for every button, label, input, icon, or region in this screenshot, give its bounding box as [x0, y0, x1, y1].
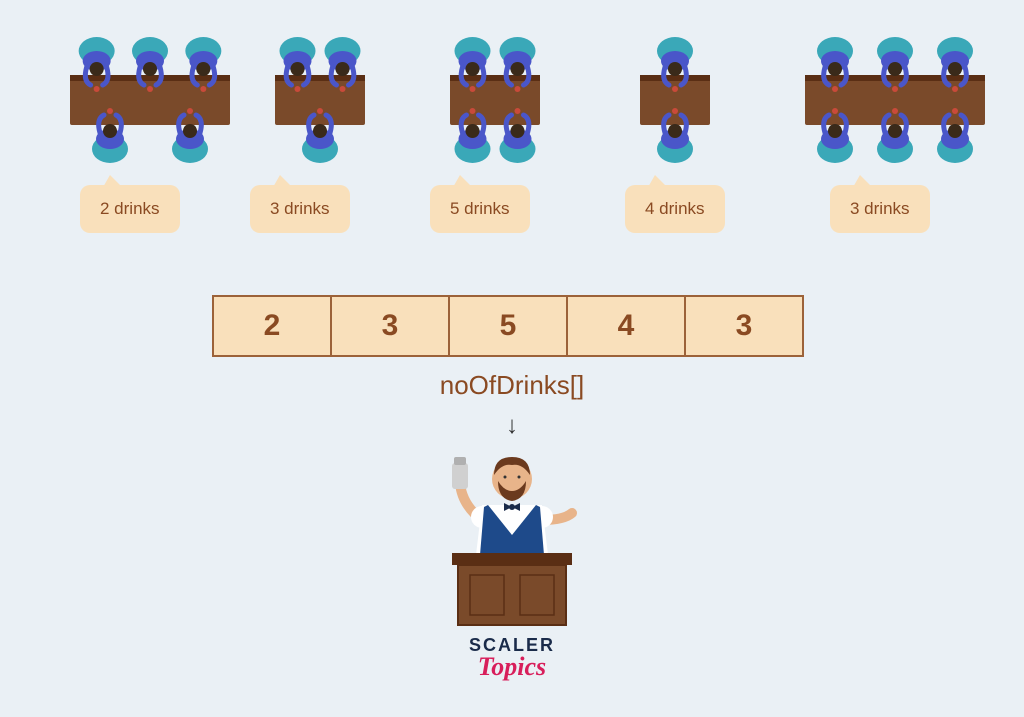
speech-bubble: 5 drinks — [430, 185, 530, 233]
speech-bubble: 2 drinks — [80, 185, 180, 233]
array-cell: 3 — [684, 295, 804, 357]
array-cell: 4 — [566, 295, 686, 357]
array-cell: 3 — [330, 295, 450, 357]
array-cell: 2 — [212, 295, 332, 357]
tables-row — [0, 30, 1024, 170]
bartender-icon — [422, 445, 602, 630]
array-cell: 5 — [448, 295, 568, 357]
dining-table — [50, 30, 250, 175]
array-label: noOfDrinks[] — [0, 370, 1024, 401]
dining-table — [255, 30, 385, 175]
speech-bubble: 3 drinks — [250, 185, 350, 233]
down-arrow-icon: ↓ — [0, 412, 1024, 440]
speech-bubble: 4 drinks — [625, 185, 725, 233]
logo-line2: Topics — [0, 652, 1024, 682]
array-cells: 23543 — [212, 295, 804, 357]
speech-bubble: 3 drinks — [830, 185, 930, 233]
dining-table — [785, 30, 1005, 175]
speech-bubbles-row: 2 drinks 3 drinks 5 drinks 4 drinks 3 drinks — [0, 185, 1024, 255]
scaler-topics-logo: SCALER Topics — [0, 635, 1024, 682]
dining-table — [430, 30, 560, 175]
bartender-area — [0, 445, 1024, 630]
dining-table — [620, 30, 730, 175]
